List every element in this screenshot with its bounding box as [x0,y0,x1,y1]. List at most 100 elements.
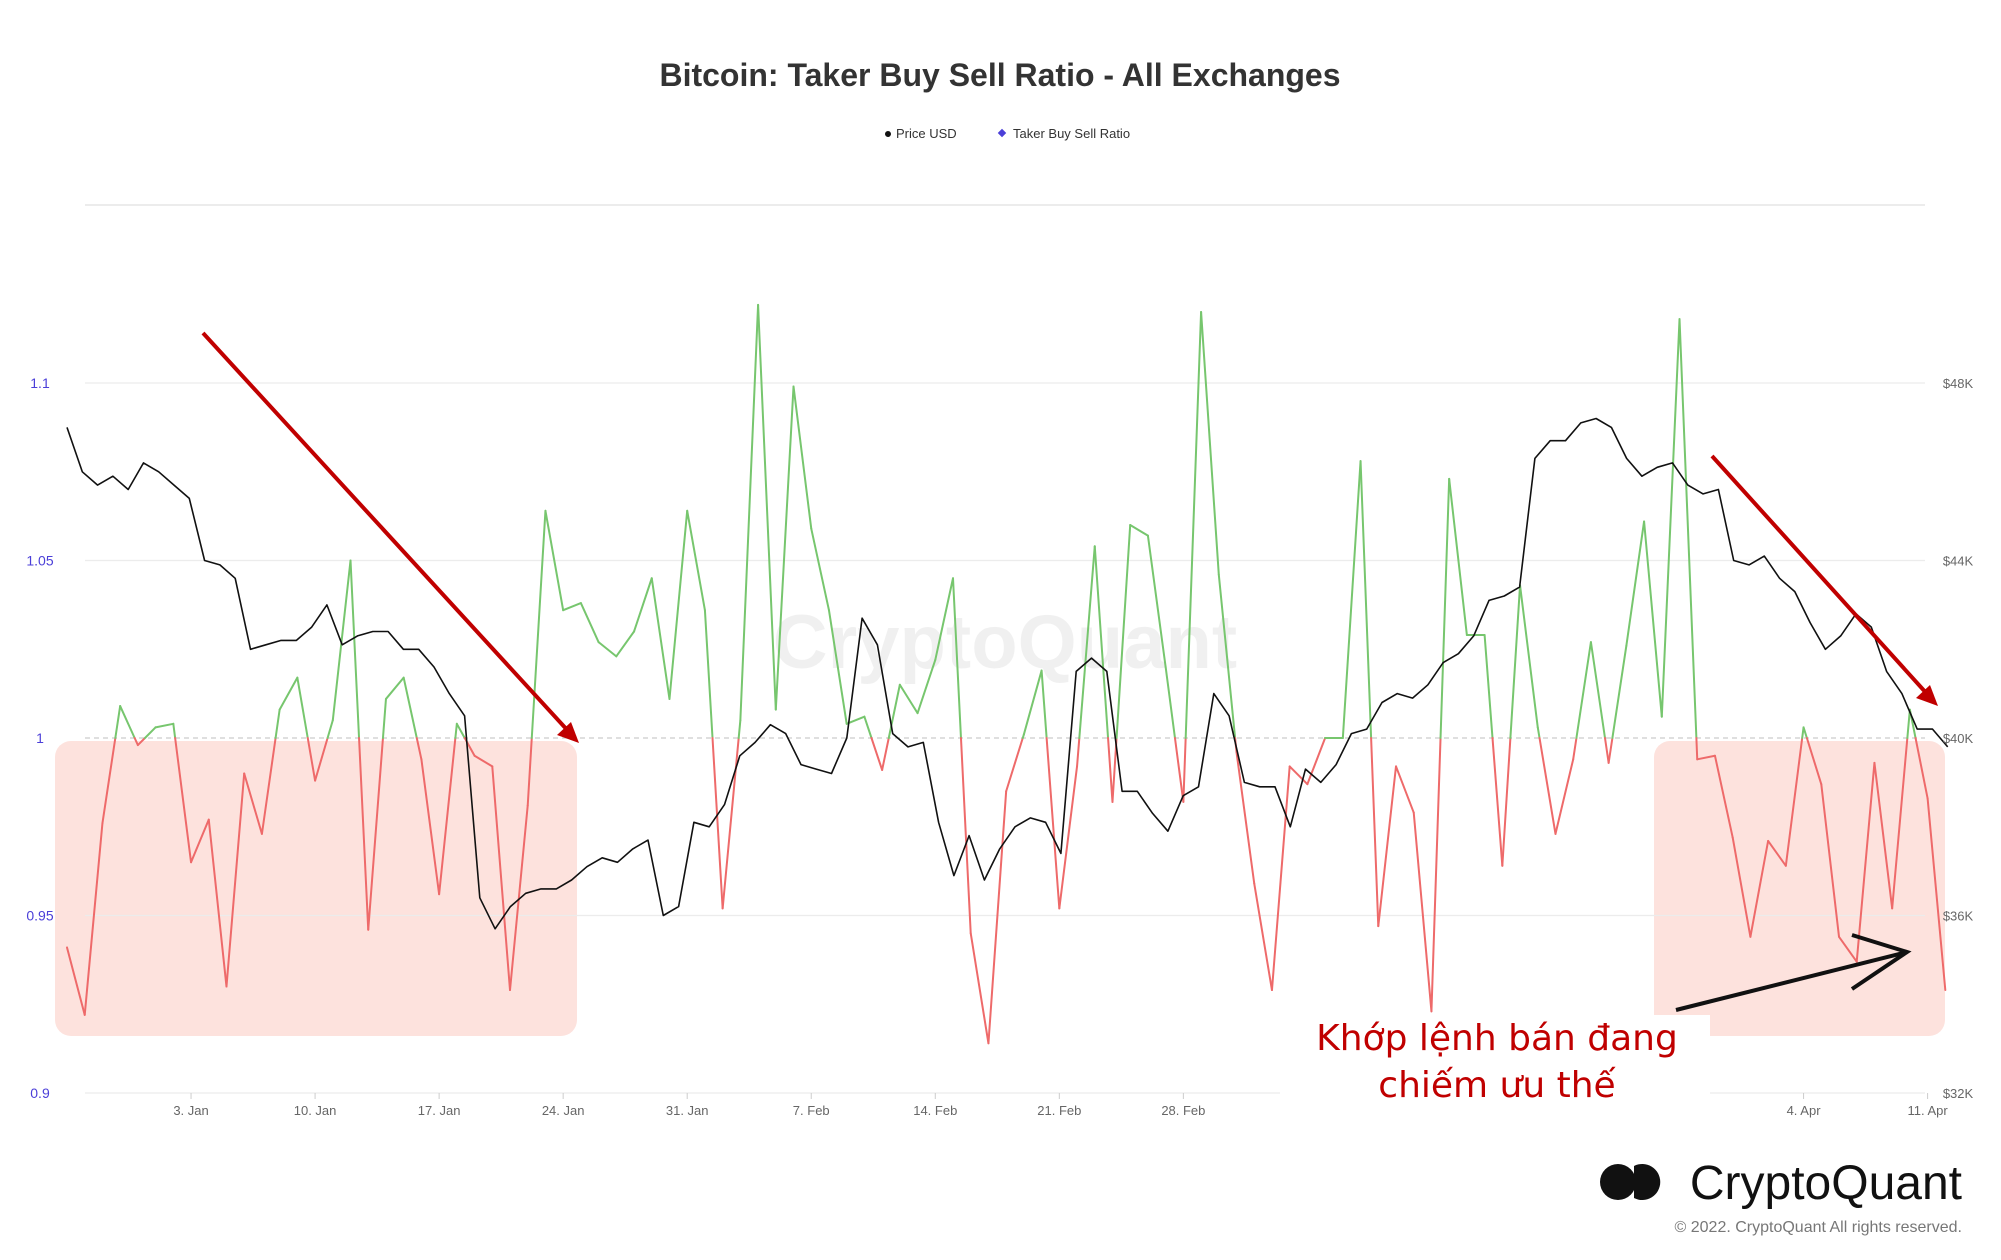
left-axis: 0.9 0.95 1 1.05 1.1 [26,375,53,1101]
ratio-segment [1678,318,1698,739]
price-series [66,417,1949,930]
x-tick-label: 21. Feb [1037,1103,1081,1118]
ratio-segment [1288,765,1309,786]
annotation-pointer-shaft [1675,950,1908,1012]
ratio-segment [1696,754,1716,761]
ratio-segment [1554,758,1575,835]
ratio-segment [1045,737,1061,910]
ratio-segment [1115,524,1132,739]
ratio-segment [1749,839,1770,938]
ratio-segment [1625,520,1646,647]
ratio-segment [1235,751,1256,885]
ratio-segment [1370,737,1380,928]
ratio-segment [530,509,547,739]
x-tick-label: 4. Apr [1787,1103,1822,1118]
ratio-segment [1589,641,1606,739]
ratio-segment [1611,644,1628,739]
ratio-segment [1359,460,1373,739]
ratio-segment [1439,477,1451,739]
ratio-segment [1377,765,1397,928]
ratio-segment [987,790,1008,1045]
ratio-segment [774,385,795,711]
ratio-segment [1058,765,1079,910]
ratio-segment [1802,726,1808,739]
price-line [66,417,1949,930]
ratio-segment [326,719,334,739]
ratio-segment [1173,737,1185,803]
ratio-segment [863,715,873,739]
watermark: CryptoQuant [773,600,1237,685]
ratio-segment [455,722,466,739]
ratio-segment [1217,573,1237,739]
brand-logo [1600,1164,1661,1200]
x-tick-label: 10. Jan [294,1103,337,1118]
ratio-segment [1538,737,1557,835]
ratio-segment [792,385,813,530]
ratio-segment [650,577,671,700]
annotation-pointer-arrow [1675,933,1912,1012]
ratio-segment [1164,666,1176,739]
copyright: © 2022. CryptoQuant All rights reserved. [1675,1219,1962,1236]
ratio-segment [562,602,582,612]
ratio-segment [810,527,830,612]
ratio-segment [544,509,565,612]
chart-title: Bitcoin: Taker Buy Sell Ratio - All Exch… [659,57,1340,93]
ratio-segment [969,932,990,1045]
ratio-segment [114,705,122,739]
ratio-segment [1076,737,1081,768]
ratio-segment [136,737,146,747]
highlight-zone-april [1654,741,1945,1036]
ratio-segment [1501,737,1512,867]
right-axis: $32K $36K $40K $44K $48K [1943,376,1974,1101]
ratio-segment [1643,520,1663,718]
ratio-segment [1184,311,1203,739]
y-right-tick-label: $40K [1943,731,1974,746]
ratio-segment [898,683,919,715]
ratio-segment [83,822,104,1016]
x-tick-label: 17. Jan [418,1103,461,1118]
ratio-segment [415,737,423,761]
ratio-segment [1078,545,1096,739]
ratio-segment [402,676,418,739]
y-right-tick-label: $44K [1943,554,1974,569]
ratio-segment [66,946,86,1016]
legend: Price USD Taker Buy Sell Ratio [885,126,1130,141]
y-right-tick-label: $32K [1943,1086,1974,1101]
ratio-segment [358,737,370,931]
y-right-tick-label: $48K [1943,376,1974,391]
ratio-segment [306,737,317,782]
ratio-segment [579,602,600,644]
brand-logo-icon-left [1600,1164,1636,1200]
x-tick-label: 7. Feb [793,1103,830,1118]
ratio-segment [870,737,884,771]
trend-arrow-left-shaft [201,331,572,735]
ratio-segment [711,737,724,910]
ratio-segment [1906,708,1911,739]
ratio-segment [668,509,689,700]
ratio-segment [119,705,136,739]
ratio-segment [1270,765,1291,992]
ratio-segment [1483,634,1494,739]
gridlines [85,204,1925,1094]
ratio-segment [1603,737,1610,764]
ratio-segment [454,722,458,739]
ratio-segment [887,683,901,739]
trend-arrow-right-head [1916,685,1938,706]
ratio-segment [1575,641,1592,739]
legend-label-price: Price USD [896,126,957,141]
ratio-segment [1572,737,1578,761]
ratio-segment [384,676,405,700]
annotation-pointer-head [1850,933,1912,991]
ratio-segment [367,737,384,931]
ratio-segment [349,559,361,739]
ratio-segment [633,577,653,633]
ratio-segment [207,818,228,988]
ratio-segment [509,804,529,992]
ratio-segment [1395,765,1415,814]
ratio-segment [1129,524,1149,537]
trend-arrow-left [201,331,579,743]
ratio-segment [615,630,636,658]
ratio-segment [1660,318,1681,718]
ratio-segment [597,641,618,658]
ratio-segment [1182,737,1187,803]
